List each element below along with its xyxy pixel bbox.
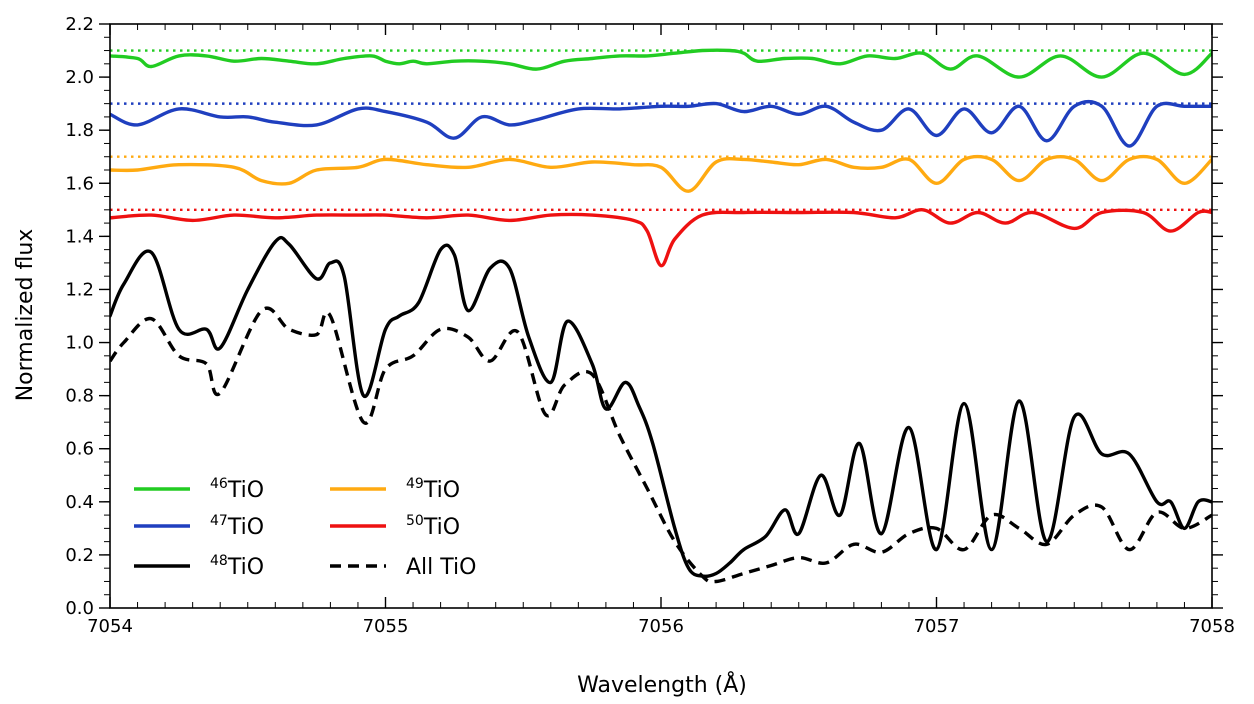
legend-46-tio-molecule: TiO xyxy=(227,478,264,503)
x-tick-label: 7054 xyxy=(87,616,133,637)
legend-50-tio-isotope: 50 xyxy=(406,513,424,529)
legend-47-tio-molecule: TiO xyxy=(227,515,264,540)
series-line-47-tio xyxy=(110,99,1212,148)
x-tick-label: 7056 xyxy=(638,616,684,637)
y-tick-label: 0.4 xyxy=(65,492,94,513)
legend-50-tio-label: 50TiO xyxy=(406,513,460,540)
y-tick-label: 0.2 xyxy=(65,545,94,566)
y-tick-label: 1.0 xyxy=(65,333,94,354)
y-tick-label: 0.8 xyxy=(65,386,94,407)
legend-50-tio-molecule: TiO xyxy=(423,515,460,540)
series-line-46-tio xyxy=(110,48,1212,79)
y-axis-title: Normalized flux xyxy=(13,229,38,402)
legend-49-tio-isotope: 49 xyxy=(406,476,424,492)
legend-49-tio-molecule: TiO xyxy=(423,478,460,503)
legend-48-tio-molecule: TiO xyxy=(227,555,264,580)
y-tick-label: 1.8 xyxy=(65,120,94,141)
x-tick-label: 7057 xyxy=(914,616,960,637)
series-line-50-tio xyxy=(110,208,1212,268)
legend-48-tio-isotope: 48 xyxy=(210,553,228,569)
x-tick-label: 7058 xyxy=(1189,616,1235,637)
y-tick-label: 0.6 xyxy=(65,439,94,460)
plot-frame xyxy=(109,23,1213,609)
legend-46-tio-label: 46TiO xyxy=(210,476,264,503)
y-tick-label: 2.0 xyxy=(65,67,94,88)
y-tick-label: 1.4 xyxy=(65,226,94,247)
y-tick-label: 0.0 xyxy=(65,598,94,619)
legend-47-tio-label: 47TiO xyxy=(210,513,264,540)
y-tick-label: 1.6 xyxy=(65,173,94,194)
y-tick-label: 2.2 xyxy=(65,14,94,35)
plot-area xyxy=(110,48,1212,584)
x-tick-label: 7055 xyxy=(363,616,409,637)
legend-all-tio-label: All TiO xyxy=(406,555,476,580)
axes: 7054 7055 7056 7057 7058 0.0 0.2 0.4 0.6 0.8 1.0 1.… xyxy=(65,14,1235,637)
y-tick-label: 1.2 xyxy=(65,279,94,300)
legend-46-tio-isotope: 46 xyxy=(210,476,228,492)
x-axis-title: Wavelength (Å) xyxy=(577,671,747,698)
series-line-49-tio xyxy=(110,154,1212,193)
legend-47-tio-isotope: 47 xyxy=(210,513,228,529)
legend-48-tio-label: 48TiO xyxy=(210,553,264,580)
series-line-all-tio xyxy=(110,306,1212,584)
series-group xyxy=(110,48,1212,584)
legend-49-tio-label: 49TiO xyxy=(406,476,460,503)
series-line-48-tio xyxy=(110,235,1212,579)
